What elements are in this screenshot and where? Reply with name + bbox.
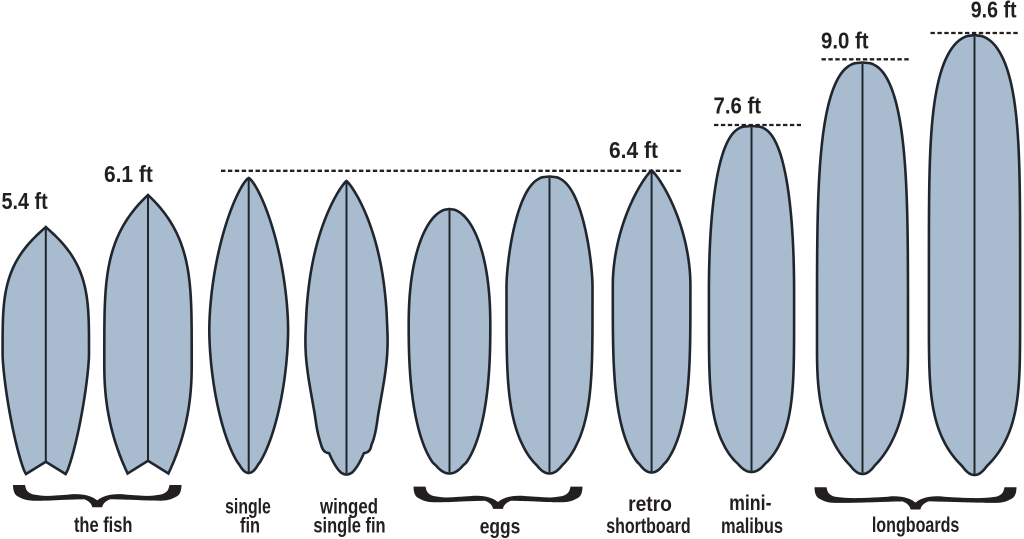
svg-text:retro: retro [628,492,672,516]
svg-text:6.1 ft: 6.1 ft [104,161,153,187]
svg-text:9.0 ft: 9.0 ft [821,28,869,54]
svg-text:single fin: single fin [313,514,385,538]
svg-text:5.4 ft: 5.4 ft [2,188,48,214]
svg-text:malibus: malibus [721,514,783,538]
svg-text:shortboard: shortboard [606,514,690,538]
svg-text:mini-: mini- [729,491,771,515]
svg-text:9.6 ft: 9.6 ft [971,0,1017,22]
svg-text:single: single [225,495,271,519]
svg-text:eggs: eggs [480,515,521,539]
svg-text:the fish: the fish [74,513,133,537]
svg-text:winged: winged [319,495,378,519]
svg-text:6.4 ft: 6.4 ft [609,137,658,163]
svg-text:fin: fin [240,514,260,538]
svg-text:longboards: longboards [872,513,960,537]
svg-text:7.6 ft: 7.6 ft [714,93,762,119]
